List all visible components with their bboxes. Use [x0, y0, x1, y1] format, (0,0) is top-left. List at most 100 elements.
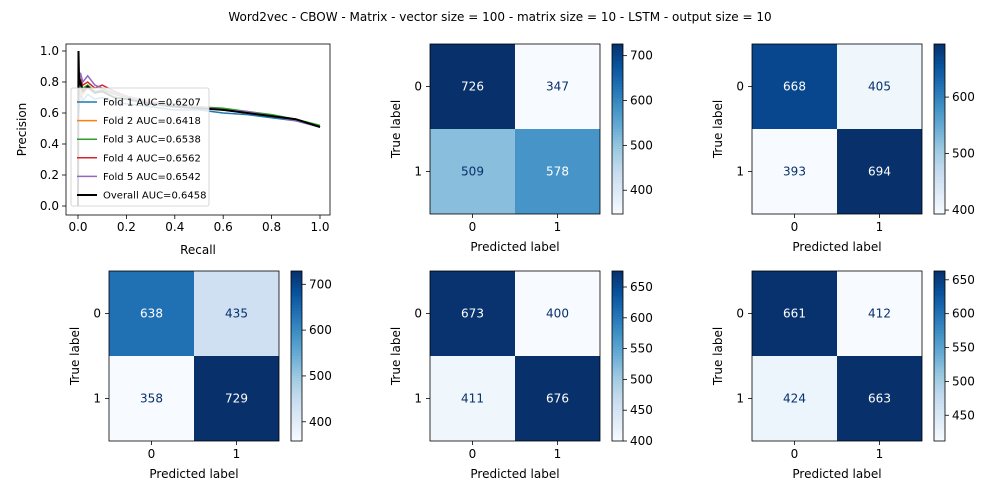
colorbar-segment	[934, 66, 945, 71]
matrix-y-tick-label: 1	[414, 392, 422, 406]
matrix-cell	[515, 129, 600, 214]
colorbar-segment	[612, 327, 623, 332]
colorbar-segment	[934, 426, 945, 431]
colorbar-segment	[934, 415, 945, 419]
colorbar-segment	[934, 49, 945, 54]
colorbar-segment	[934, 86, 945, 90]
colorbar-segment	[934, 182, 945, 187]
colorbar-segment	[291, 392, 302, 397]
colorbar-segment	[291, 421, 302, 425]
colorbar-tick-label: 400	[630, 434, 653, 448]
colorbar-segment	[934, 160, 945, 164]
colorbar-segment	[612, 126, 623, 130]
colorbar-segment	[934, 55, 945, 59]
matrix-y-axis-label: True label	[389, 100, 403, 159]
colorbar-segment	[934, 333, 945, 337]
colorbar-segment	[612, 194, 623, 198]
colorbar-segment	[934, 61, 945, 65]
colorbar-segment	[612, 205, 623, 209]
colorbar-segment	[612, 103, 623, 107]
colorbar-segment	[934, 114, 945, 119]
colorbar-segment	[612, 373, 623, 377]
colorbar-segment	[612, 97, 623, 102]
colorbar-segment	[934, 316, 945, 320]
matrix-y-axis-label: True label	[711, 100, 725, 159]
colorbar-segment	[934, 117, 945, 122]
pr-y-tick-label: 0.4	[40, 137, 59, 151]
colorbar-segment	[934, 58, 945, 62]
matrix-y-axis-label: True label	[389, 327, 403, 386]
matrix-y-tick-label: 0	[93, 307, 101, 321]
matrix-cell	[837, 44, 922, 129]
colorbar-segment	[612, 395, 623, 400]
colorbar-segment	[934, 350, 945, 354]
colorbar-segment	[612, 313, 623, 317]
colorbar-segment	[934, 285, 945, 289]
colorbar-segment	[612, 131, 623, 136]
colorbar-segment	[934, 80, 945, 85]
colorbar-segment	[934, 205, 945, 209]
colorbar-segment	[934, 395, 945, 400]
matrix-cell-value: 638	[140, 307, 163, 321]
colorbar-segment	[291, 375, 302, 380]
colorbar-segment	[934, 378, 945, 383]
matrix-cell-value: 663	[868, 392, 891, 406]
colorbar-segment	[934, 336, 945, 340]
colorbar-segment	[612, 44, 623, 48]
colorbar-segment	[612, 83, 623, 88]
matrix-x-tick-label: 1	[554, 447, 562, 461]
pr-legend-label: Fold 4 AUC=0.6562	[103, 153, 201, 164]
confusion-matrix-1	[426, 43, 627, 218]
matrix-cell-value: 676	[546, 392, 569, 406]
colorbar-segment	[612, 78, 623, 82]
matrix-frame	[429, 43, 601, 215]
colorbar-tick-label: 600	[952, 90, 975, 104]
colorbar-segment	[612, 49, 623, 54]
colorbar-segment	[934, 131, 945, 136]
colorbar-segment	[291, 313, 302, 317]
colorbar-segment	[934, 305, 945, 309]
colorbar-segment	[291, 316, 302, 320]
colorbar-segment	[291, 324, 302, 329]
matrix-cell	[752, 129, 837, 214]
colorbar-segment	[612, 390, 623, 394]
figure-title: Word2vec - CBOW - Matrix - vector size =…	[228, 10, 771, 24]
colorbar-segment	[612, 58, 623, 62]
matrix-cell	[430, 271, 515, 356]
colorbar-segment	[934, 290, 945, 295]
colorbar-segment	[934, 106, 945, 110]
colorbar-segment	[612, 347, 623, 351]
colorbar-segment	[934, 168, 945, 173]
matrix-x-tick-label: 0	[469, 220, 477, 234]
matrix-cell-value: 435	[225, 307, 248, 321]
colorbar-segment	[934, 373, 945, 377]
colorbar-segment	[612, 197, 623, 201]
colorbar-segment	[934, 154, 945, 158]
colorbar-segment	[934, 112, 945, 116]
matrix-cell-value: 347	[546, 80, 569, 94]
colorbar-segment	[612, 290, 623, 295]
colorbar-segment	[934, 293, 945, 298]
colorbar-segment	[934, 296, 945, 300]
colorbar-segment	[934, 97, 945, 102]
colorbar-segment	[934, 392, 945, 397]
colorbar-segment	[934, 367, 945, 371]
matrix-cell-value: 405	[868, 80, 891, 94]
colorbar-segment	[291, 327, 302, 332]
pr-legend-label: Fold 3 AUC=0.6538	[103, 135, 201, 146]
colorbar-segment	[934, 322, 945, 326]
colorbar-segment	[291, 336, 302, 340]
pr-legend-label: Overall AUC=0.6458	[103, 191, 206, 202]
colorbar-segment	[934, 157, 945, 161]
colorbar-segment	[291, 282, 302, 286]
colorbar-segment	[934, 319, 945, 323]
matrix-cell-value: 668	[783, 80, 806, 94]
colorbar-segment	[612, 75, 623, 79]
colorbar-segment	[934, 109, 945, 113]
colorbar-segment	[291, 381, 302, 385]
matrix-y-axis-label: True label	[68, 327, 82, 386]
colorbar-segment	[612, 288, 623, 292]
colorbar-segment	[612, 356, 623, 360]
colorbar-segment	[934, 185, 945, 190]
colorbar-segment	[934, 341, 945, 346]
